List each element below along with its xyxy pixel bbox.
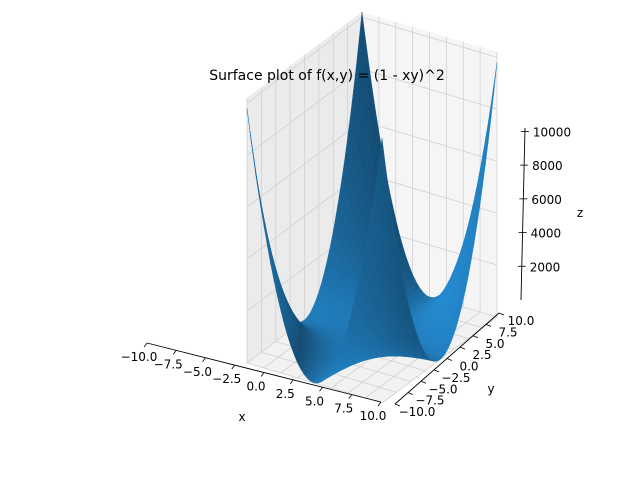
y-tick-mark <box>407 392 414 395</box>
z-axis-label: z <box>577 206 583 220</box>
chart-title: Surface plot of f(x,y) = (1 - xy)^2 <box>209 68 445 84</box>
y-tick-label: −7.5 <box>415 394 444 408</box>
y-tick-mark <box>498 312 505 316</box>
surface-mesh <box>246 11 498 384</box>
x-axis-label: x <box>238 410 245 424</box>
x-tick-mark <box>202 357 206 362</box>
y-tick-mark <box>446 358 453 361</box>
x-tick-label: −5.0 <box>183 365 212 379</box>
z-tick-label: 8000 <box>532 159 563 173</box>
x-tick-label: −7.5 <box>154 357 183 371</box>
y-tick-mark <box>485 324 492 327</box>
y-tick-mark <box>459 346 466 350</box>
axis-lines <box>143 127 529 407</box>
y-tick-label: 5.0 <box>485 337 504 351</box>
grid-line-z <box>246 120 363 208</box>
grid-line-z <box>246 16 363 104</box>
x-tick-label: 10.0 <box>360 409 387 423</box>
x-tick-mark <box>143 342 148 348</box>
z-tick-label: 4000 <box>531 227 562 241</box>
x-tick-mark <box>231 364 236 370</box>
y-tick-label: 0.0 <box>459 360 478 374</box>
surface-facet <box>378 137 386 184</box>
y-tick-label: 2.5 <box>472 348 491 362</box>
x-tick-mark <box>348 394 353 399</box>
y-tick-mark <box>420 380 427 384</box>
y-tick-mark <box>433 369 440 373</box>
z-tick-label: 6000 <box>531 193 562 207</box>
x-tick-mark <box>172 350 177 355</box>
x-tick-label: 0.0 <box>246 380 265 394</box>
y-tick-mark <box>394 403 401 407</box>
tick-labels: −10.0−7.5−5.0−2.50.02.55.07.510.0 −10.0−7… <box>121 125 571 423</box>
x-tick-label: 2.5 <box>276 387 295 401</box>
x-tick-label: 7.5 <box>334 402 353 416</box>
x-tick-mark <box>260 372 265 377</box>
y-tick-label: −2.5 <box>441 371 470 385</box>
y-tick-label: −5.0 <box>428 382 457 396</box>
y-axis-label: y <box>487 382 494 396</box>
x-tick-label: −2.5 <box>212 372 241 386</box>
x-tick-mark <box>377 401 382 407</box>
z-axis-line <box>520 127 526 301</box>
z-tick-label: 2000 <box>530 260 561 274</box>
x-tick-label: 5.0 <box>305 394 324 408</box>
x-tick-label: −10.0 <box>121 350 158 364</box>
grid-line-z <box>361 120 498 162</box>
y-tick-label: 7.5 <box>498 325 517 339</box>
y-tick-mark <box>472 335 479 339</box>
grid-line-z <box>361 68 498 110</box>
grid-line-z <box>361 16 498 58</box>
x-tick-mark <box>289 379 294 385</box>
grid-line-z <box>246 68 363 156</box>
y-tick-label: 10.0 <box>508 314 535 328</box>
z-tick-label: 10000 <box>533 125 571 139</box>
x-tick-mark <box>319 387 323 392</box>
y-tick-label: −10.0 <box>399 405 436 419</box>
